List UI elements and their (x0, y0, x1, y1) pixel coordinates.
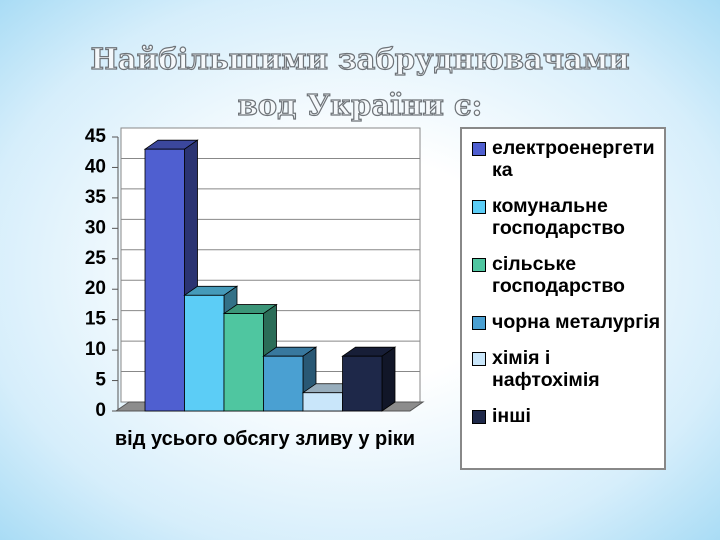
y-tick-label: 0 (95, 400, 106, 421)
legend-label: хімія і нафтохімія (492, 347, 600, 391)
y-tick-label: 5 (95, 370, 106, 391)
y-tick-label: 45 (85, 126, 107, 147)
legend-item: хімія і нафтохімія (470, 347, 664, 391)
y-tick-label: 40 (85, 156, 106, 177)
legend-swatch (472, 316, 486, 330)
legend-label: чорна металургія (492, 311, 661, 333)
y-tick-label: 35 (85, 187, 107, 208)
bar (184, 294, 225, 412)
legend-item: сільське господарство (470, 253, 664, 297)
legend-label: інші (492, 405, 531, 427)
legend-swatch (472, 410, 486, 424)
legend-swatch (472, 258, 486, 272)
bar (342, 355, 383, 412)
legend-swatch (472, 142, 486, 156)
legend-item: комунальне господарство (470, 195, 664, 239)
y-tick-label: 30 (85, 217, 106, 238)
legend-swatch (472, 352, 486, 366)
bar (144, 148, 185, 412)
bar (223, 313, 264, 412)
legend-item: чорна металургія (470, 311, 664, 333)
y-tick-label: 25 (85, 248, 107, 269)
bar (263, 355, 304, 412)
y-tick-label: 20 (85, 278, 106, 299)
legend-item: інші (470, 405, 664, 427)
legend-item: електроенергетика (470, 137, 664, 181)
y-tick-label: 15 (85, 309, 107, 330)
legend-label: сільське господарство (492, 253, 625, 297)
bar (302, 392, 343, 412)
bar-side (381, 346, 396, 412)
legend-label: комунальне господарство (492, 195, 625, 239)
legend-label: електроенергетика (492, 137, 655, 181)
legend-swatch (472, 200, 486, 214)
slide-title: Найбільшими забруднювачами вод України є… (90, 41, 630, 122)
y-tick-label: 10 (85, 339, 106, 360)
legend: електроенергетика комунальне господарство… (460, 127, 666, 470)
category-label: від усього обсягу зливу у ріки (114, 428, 416, 450)
